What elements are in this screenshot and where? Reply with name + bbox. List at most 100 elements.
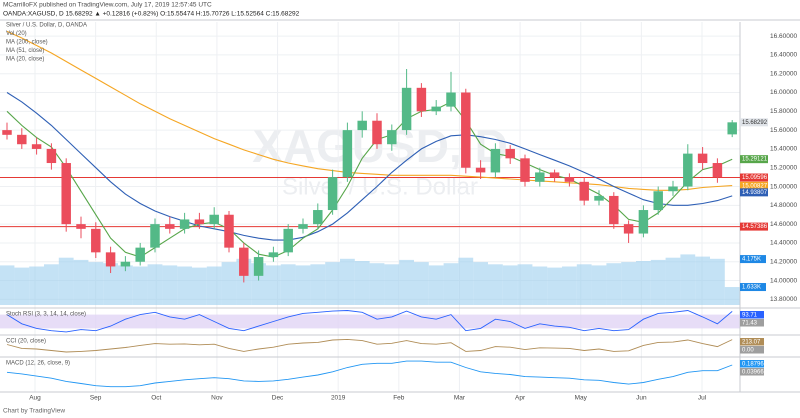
volume-bar [428, 265, 444, 305]
price-label: 15.29121 [742, 157, 768, 163]
volume-bar [695, 256, 710, 305]
candle-body [401, 87, 412, 131]
y-tick-label: 14.80000 [770, 202, 797, 209]
price-label: 15.00827 [742, 183, 768, 189]
candle-body [712, 163, 723, 178]
volume-label: 4.175K [742, 257, 761, 263]
candle-body [298, 224, 308, 229]
volume-bar [502, 265, 518, 305]
candle-body [135, 247, 145, 262]
x-tick-label: Mar [454, 395, 466, 402]
volume-bar [280, 264, 296, 305]
candle-body [239, 247, 249, 276]
volume-bar [650, 259, 666, 305]
candle-body [2, 130, 12, 135]
volume-bar [399, 259, 414, 305]
stoch-rsi-label-bg [740, 319, 764, 327]
candle-body [475, 167, 486, 173]
candle-body [549, 172, 560, 178]
volume-bar [710, 258, 725, 305]
volume-bar [325, 262, 340, 305]
price-label: 15.68292 [742, 120, 768, 126]
candle-body [505, 148, 515, 159]
volume-bar [73, 259, 89, 305]
volume-bar [266, 265, 281, 305]
volume-bar [29, 266, 44, 305]
x-tick-label: Apr [515, 395, 526, 402]
candle-body [387, 130, 397, 145]
candle-body [653, 191, 663, 211]
volume-bar [0, 265, 15, 305]
y-tick-label: 15.80000 [770, 108, 797, 115]
stoch-rsi-title: Stoch RSI (3, 3, 14, 14, close) [6, 312, 86, 318]
stoch-rsi-label: 93.71 [742, 313, 758, 319]
y-tick-label: 16.00000 [770, 89, 797, 96]
candle-body [91, 228, 101, 253]
candle-body [165, 224, 175, 229]
candle-body [520, 158, 530, 182]
volume-bar [147, 264, 163, 305]
candle-body [697, 153, 708, 164]
footer: Chart by TradingView [3, 408, 65, 415]
publish-line: MCarrilloFX published on TradingView.com… [3, 2, 212, 9]
volume-bar [118, 265, 133, 305]
y-tick-label: 14.20000 [770, 258, 797, 265]
y-tick-label: 16.20000 [770, 70, 797, 77]
volume-bar [132, 266, 148, 305]
y-tick-label: 13.80000 [770, 296, 797, 303]
y-tick-label: 15.40000 [770, 146, 797, 153]
candle-body [76, 224, 86, 229]
volume-bar [206, 266, 222, 305]
candle-body [120, 261, 131, 267]
volume-bar [310, 264, 326, 305]
volume-bar [162, 265, 178, 305]
volume-bar [443, 263, 459, 305]
x-tick-label: Jun [636, 395, 647, 402]
x-tick-label: Sep [90, 395, 102, 402]
y-tick-label: 14.60000 [770, 221, 797, 228]
volume-bar [340, 258, 355, 305]
plot-layer [0, 30, 740, 388]
cci-title: CCI (20, close) [6, 339, 46, 345]
price-label-bg [740, 188, 768, 197]
volume-bar [103, 263, 118, 305]
candle-body [313, 210, 323, 225]
candle-body [17, 134, 27, 145]
candle-body [683, 153, 693, 187]
candle-body [535, 172, 545, 182]
x-tick-label: May [575, 395, 588, 402]
candle-body [668, 186, 678, 192]
volume-bar [606, 263, 622, 305]
candle-body [623, 224, 634, 234]
candle-body [446, 92, 456, 107]
volume-bar [88, 262, 104, 305]
y-tick-label: 14.40000 [770, 240, 797, 247]
x-tick-label: Jul [698, 395, 707, 402]
moving-average [6, 30, 733, 191]
pane-band [0, 314, 740, 329]
cci-label-bg [740, 338, 764, 346]
candle-body [31, 144, 42, 149]
volume-bar [44, 264, 59, 305]
volume-bar [576, 264, 592, 305]
candle-body [357, 120, 367, 131]
price-label-bg [740, 181, 768, 190]
volume-bar [680, 254, 696, 305]
candle-body [253, 257, 264, 276]
volume-bar [473, 262, 488, 305]
candle-body [224, 214, 234, 248]
macd-label: 0.03966 [742, 370, 764, 376]
volume-label-bg [740, 255, 766, 264]
cci-line [6, 338, 733, 353]
candle-body [342, 130, 353, 178]
symbol-line: OANDA:XAGUSD, D 15.68292 ▲ +0.12816 (+0.… [3, 11, 300, 18]
volume-bar [562, 266, 577, 305]
macd-label-bg [740, 360, 764, 368]
candle-body [327, 177, 338, 211]
candle-body [150, 224, 160, 248]
stoch-rsi-line [6, 310, 733, 333]
volume-bar [192, 267, 207, 305]
legend-volume: Vol (20) [6, 31, 27, 37]
y-tick-label: 14.00000 [770, 277, 797, 284]
